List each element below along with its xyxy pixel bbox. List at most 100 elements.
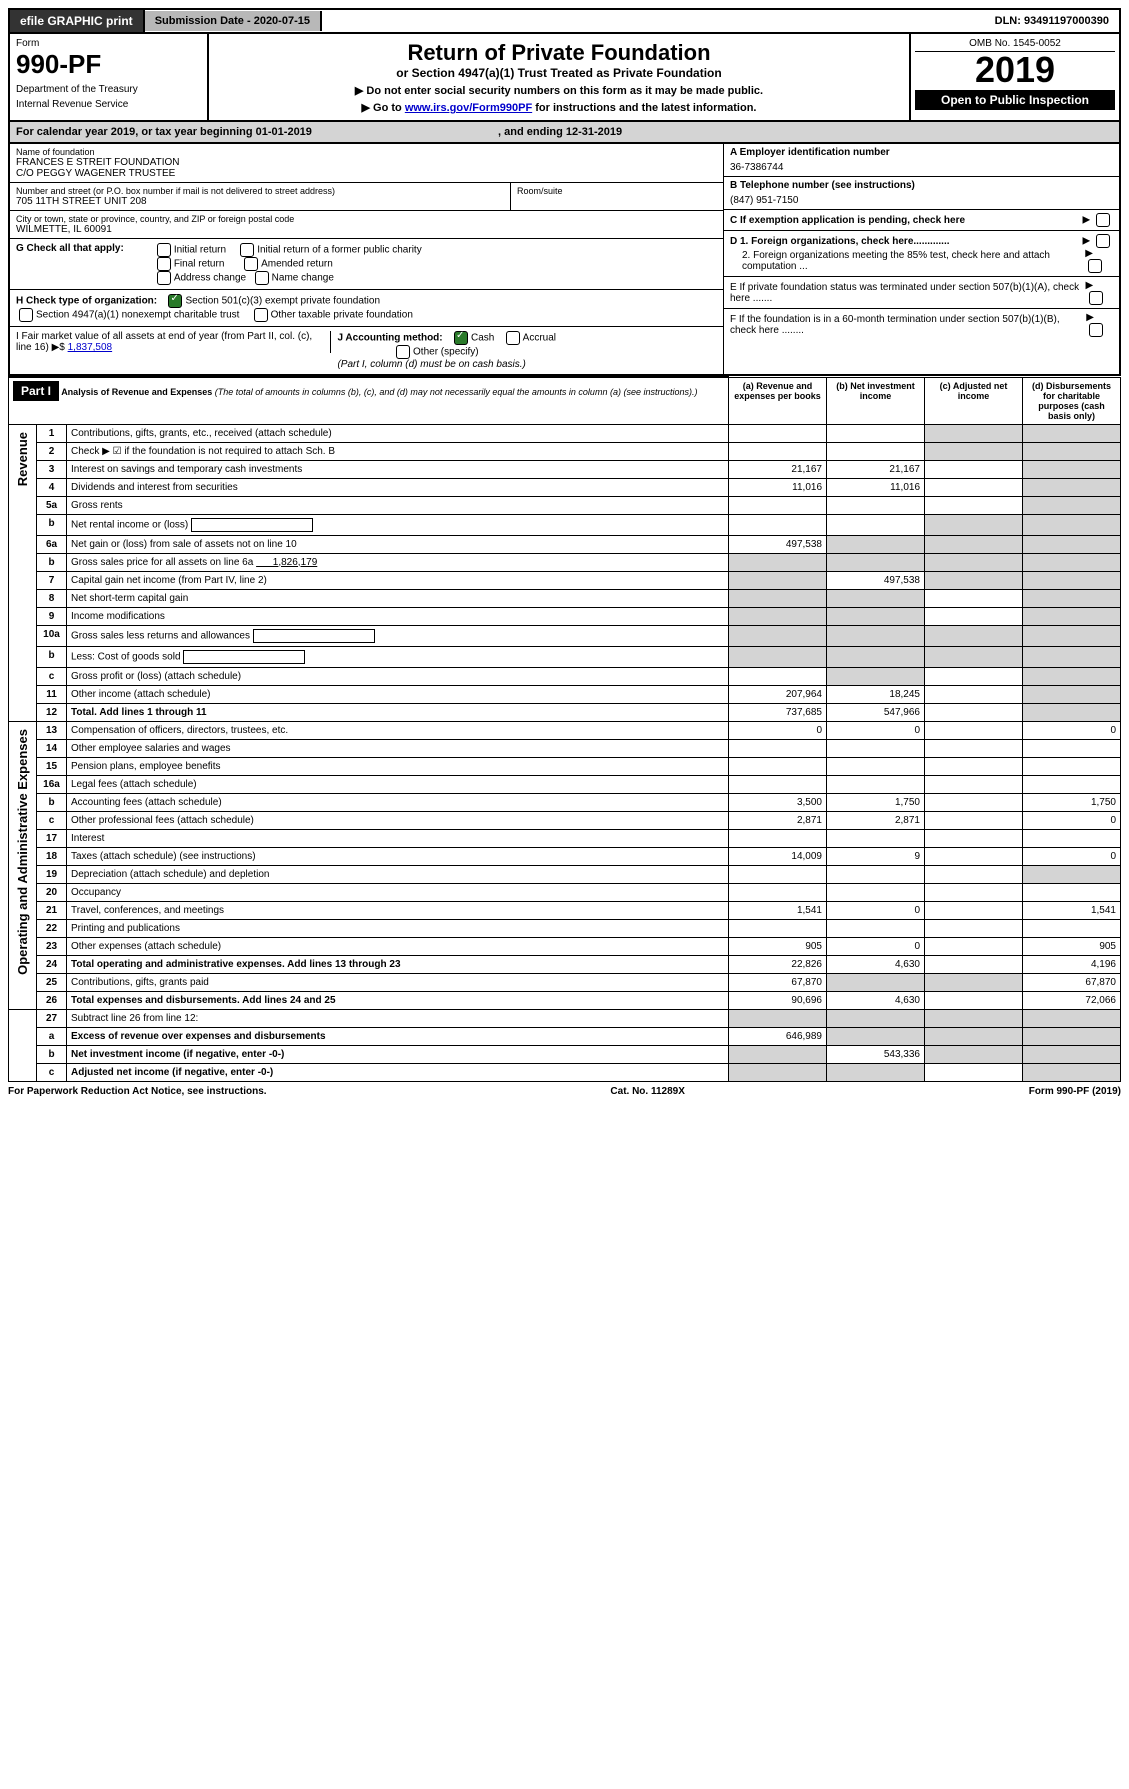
line-number: 22 bbox=[37, 919, 67, 937]
shaded-cell bbox=[925, 535, 1023, 553]
line-number: 20 bbox=[37, 883, 67, 901]
shaded-cell bbox=[1023, 514, 1121, 535]
value-cell bbox=[925, 667, 1023, 685]
shaded-cell bbox=[925, 424, 1023, 442]
d2-checkbox[interactable] bbox=[1088, 259, 1102, 273]
cash-checkbox[interactable] bbox=[454, 331, 468, 345]
c-exemption-label: C If exemption application is pending, c… bbox=[730, 215, 965, 226]
shaded-cell bbox=[827, 1009, 925, 1027]
line27-side bbox=[9, 1009, 37, 1081]
shaded-cell bbox=[1023, 553, 1121, 571]
line-number: 10a bbox=[37, 625, 67, 646]
part1-title: Analysis of Revenue and Expenses bbox=[61, 387, 212, 397]
line-number: b bbox=[37, 1045, 67, 1063]
line-desc: Travel, conferences, and meetings bbox=[67, 901, 729, 919]
submission-date: Submission Date - 2020-07-15 bbox=[145, 11, 322, 31]
line-number: 23 bbox=[37, 937, 67, 955]
line-desc: Total. Add lines 1 through 11 bbox=[67, 703, 729, 721]
other-taxable-checkbox[interactable] bbox=[254, 308, 268, 322]
shaded-cell bbox=[925, 553, 1023, 571]
form-subtitle: or Section 4947(a)(1) Trust Treated as P… bbox=[219, 66, 899, 80]
c-checkbox[interactable] bbox=[1096, 213, 1110, 227]
form-label: Form bbox=[16, 38, 201, 49]
value-cell: 21,167 bbox=[729, 460, 827, 478]
irs-link[interactable]: www.irs.gov/Form990PF bbox=[405, 102, 532, 114]
value-cell: 9 bbox=[827, 847, 925, 865]
line-number: 9 bbox=[37, 607, 67, 625]
col-b-header: (b) Net investment income bbox=[827, 377, 925, 424]
value-cell bbox=[827, 919, 925, 937]
tax-year: 2019 bbox=[915, 52, 1115, 88]
line-number: 14 bbox=[37, 739, 67, 757]
e-checkbox[interactable] bbox=[1089, 291, 1103, 305]
value-cell bbox=[925, 607, 1023, 625]
value-cell bbox=[925, 757, 1023, 775]
final-return-checkbox[interactable] bbox=[157, 257, 171, 271]
shaded-cell bbox=[827, 553, 925, 571]
line-desc: Gross profit or (loss) (attach schedule) bbox=[67, 667, 729, 685]
line-desc: Total expenses and disbursements. Add li… bbox=[67, 991, 729, 1009]
name-label: Name of foundation bbox=[16, 147, 717, 157]
accrual-checkbox[interactable] bbox=[506, 331, 520, 345]
part1-table: Part I Analysis of Revenue and Expenses … bbox=[8, 376, 1121, 1082]
value-cell: 905 bbox=[1023, 937, 1121, 955]
shaded-cell bbox=[1023, 442, 1121, 460]
fmv-value-link[interactable]: 1,837,508 bbox=[68, 342, 113, 353]
value-cell bbox=[827, 883, 925, 901]
info-grid: Name of foundation FRANCES E STREIT FOUN… bbox=[8, 144, 1121, 376]
value-cell bbox=[925, 829, 1023, 847]
f-checkbox[interactable] bbox=[1089, 323, 1103, 337]
name-change-checkbox[interactable] bbox=[255, 271, 269, 285]
shaded-cell bbox=[729, 553, 827, 571]
calendar-year-row: For calendar year 2019, or tax year begi… bbox=[8, 122, 1121, 144]
value-cell bbox=[729, 424, 827, 442]
value-cell bbox=[925, 739, 1023, 757]
room-label: Room/suite bbox=[517, 186, 717, 196]
street-address: 705 11TH STREET UNIT 208 bbox=[16, 196, 504, 207]
value-cell bbox=[925, 955, 1023, 973]
value-cell: 543,336 bbox=[827, 1045, 925, 1063]
shaded-cell bbox=[827, 1027, 925, 1045]
efile-print-button[interactable]: efile GRAPHIC print bbox=[10, 10, 145, 32]
value-cell: 737,685 bbox=[729, 703, 827, 721]
line-number: c bbox=[37, 811, 67, 829]
address-change-checkbox[interactable] bbox=[157, 271, 171, 285]
line-number: 5a bbox=[37, 496, 67, 514]
value-cell bbox=[925, 919, 1023, 937]
city-state-zip: WILMETTE, IL 60091 bbox=[16, 224, 717, 235]
line-desc: Accounting fees (attach schedule) bbox=[67, 793, 729, 811]
shaded-cell bbox=[729, 1045, 827, 1063]
value-cell: 11,016 bbox=[729, 478, 827, 496]
value-cell bbox=[925, 703, 1023, 721]
value-cell bbox=[925, 811, 1023, 829]
initial-return-former-checkbox[interactable] bbox=[240, 243, 254, 257]
shaded-cell bbox=[729, 625, 827, 646]
value-cell: 2,871 bbox=[827, 811, 925, 829]
value-cell: 4,196 bbox=[1023, 955, 1121, 973]
value-cell: 3,500 bbox=[729, 793, 827, 811]
line-desc: Net gain or (loss) from sale of assets n… bbox=[67, 535, 729, 553]
amended-return-checkbox[interactable] bbox=[244, 257, 258, 271]
f-label: F If the foundation is in a 60-month ter… bbox=[730, 314, 1086, 336]
501c3-checkbox[interactable] bbox=[168, 294, 182, 308]
shaded-cell bbox=[925, 1027, 1023, 1045]
shaded-cell bbox=[1023, 1063, 1121, 1081]
dept-irs: Internal Revenue Service bbox=[16, 99, 201, 110]
other-method-checkbox[interactable] bbox=[396, 345, 410, 359]
line-number: 24 bbox=[37, 955, 67, 973]
value-cell: 547,966 bbox=[827, 703, 925, 721]
value-cell bbox=[925, 589, 1023, 607]
d1-checkbox[interactable] bbox=[1096, 234, 1110, 248]
shaded-cell bbox=[827, 589, 925, 607]
value-cell: 0 bbox=[827, 901, 925, 919]
4947a1-checkbox[interactable] bbox=[19, 308, 33, 322]
value-cell bbox=[1023, 883, 1121, 901]
paperwork-notice: For Paperwork Reduction Act Notice, see … bbox=[8, 1086, 267, 1097]
line-desc: Excess of revenue over expenses and disb… bbox=[67, 1027, 729, 1045]
line-desc: Depreciation (attach schedule) and deple… bbox=[67, 865, 729, 883]
initial-return-checkbox[interactable] bbox=[157, 243, 171, 257]
line-number: 11 bbox=[37, 685, 67, 703]
line-number: b bbox=[37, 514, 67, 535]
line-desc: Subtract line 26 from line 12: bbox=[67, 1009, 729, 1027]
cat-number: Cat. No. 11289X bbox=[610, 1086, 684, 1097]
